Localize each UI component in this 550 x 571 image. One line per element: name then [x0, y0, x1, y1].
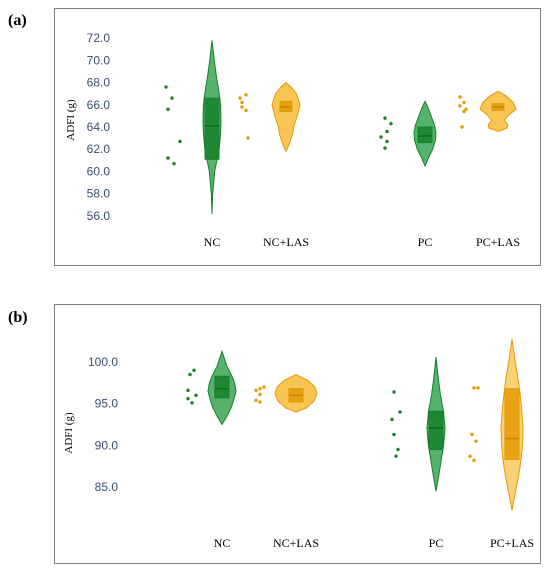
box — [504, 388, 520, 460]
category-label: PC — [418, 235, 433, 249]
chart-panel-b — [54, 304, 541, 564]
data-point — [254, 398, 258, 403]
data-point — [188, 372, 192, 377]
data-point — [462, 100, 466, 105]
data-point — [383, 146, 387, 150]
y-axis-label: ADFI (g) — [65, 99, 77, 141]
box — [214, 375, 230, 399]
data-point — [383, 116, 387, 120]
data-point — [166, 107, 170, 111]
box — [417, 126, 433, 144]
data-point — [398, 410, 402, 414]
data-point — [238, 96, 242, 100]
data-point — [170, 96, 174, 100]
data-point — [396, 447, 400, 452]
data-point — [462, 109, 466, 114]
data-point — [172, 161, 176, 166]
data-point — [254, 388, 258, 393]
data-point — [186, 396, 190, 401]
data-point — [194, 393, 198, 398]
data-point — [468, 454, 472, 458]
data-point — [244, 108, 248, 113]
data-point — [244, 93, 248, 97]
data-point — [192, 368, 196, 373]
data-point — [258, 392, 262, 397]
data-point — [392, 390, 396, 394]
y-tick-label: 85.0 — [95, 480, 119, 494]
y-tick-label: 95.0 — [95, 397, 119, 411]
y-tick-label: 72.0 — [87, 31, 111, 45]
panel-a-label: (a) — [8, 12, 27, 29]
data-point — [470, 432, 474, 437]
data-point — [385, 139, 389, 144]
panel-b-label: (b) — [8, 309, 28, 326]
y-tick-label: 68.0 — [87, 76, 111, 90]
violin-pc-las — [479, 90, 517, 132]
data-point — [190, 401, 194, 405]
data-point — [166, 156, 170, 160]
category-label: PC+LAS — [490, 536, 534, 550]
category-label: PC — [429, 536, 444, 550]
y-tick-label: 64.0 — [87, 120, 111, 134]
category-label: NC — [214, 536, 231, 550]
violin-nc-las — [271, 81, 301, 153]
data-point — [458, 95, 462, 99]
box — [428, 410, 444, 450]
category-label: NC — [204, 235, 221, 249]
data-point — [458, 104, 462, 108]
data-point — [240, 105, 244, 109]
data-point — [464, 107, 468, 111]
box — [204, 97, 220, 160]
data-point — [186, 388, 190, 393]
data-point — [379, 135, 383, 139]
category-label: NC+LAS — [263, 235, 309, 249]
data-point — [394, 454, 398, 458]
y-tick-label: 62.0 — [87, 142, 111, 156]
data-point — [460, 125, 464, 129]
y-tick-label: 66.0 — [87, 98, 111, 112]
y-tick-label: 70.0 — [87, 53, 111, 67]
data-point — [385, 129, 389, 134]
category-label: PC+LAS — [476, 235, 520, 249]
y-tick-label: 90.0 — [95, 438, 119, 452]
data-point — [472, 386, 476, 390]
data-point — [389, 121, 393, 126]
data-point — [474, 439, 478, 443]
data-point — [178, 139, 182, 144]
y-tick-label: 56.0 — [87, 209, 111, 223]
data-point — [246, 136, 250, 140]
data-point — [262, 385, 266, 389]
data-point — [392, 432, 396, 437]
y-axis-label: ADFI (g) — [63, 412, 75, 454]
y-tick-label: 60.0 — [87, 164, 111, 178]
data-point — [258, 386, 262, 391]
data-point — [258, 400, 262, 404]
data-point — [240, 100, 244, 105]
data-point — [390, 417, 394, 422]
y-tick-label: 100.0 — [88, 355, 118, 369]
category-label: NC+LAS — [273, 536, 319, 550]
y-tick-label: 58.0 — [87, 187, 111, 201]
data-point — [164, 85, 168, 89]
data-point — [476, 386, 480, 390]
chart-panel-a — [54, 8, 541, 266]
data-point — [472, 458, 476, 463]
